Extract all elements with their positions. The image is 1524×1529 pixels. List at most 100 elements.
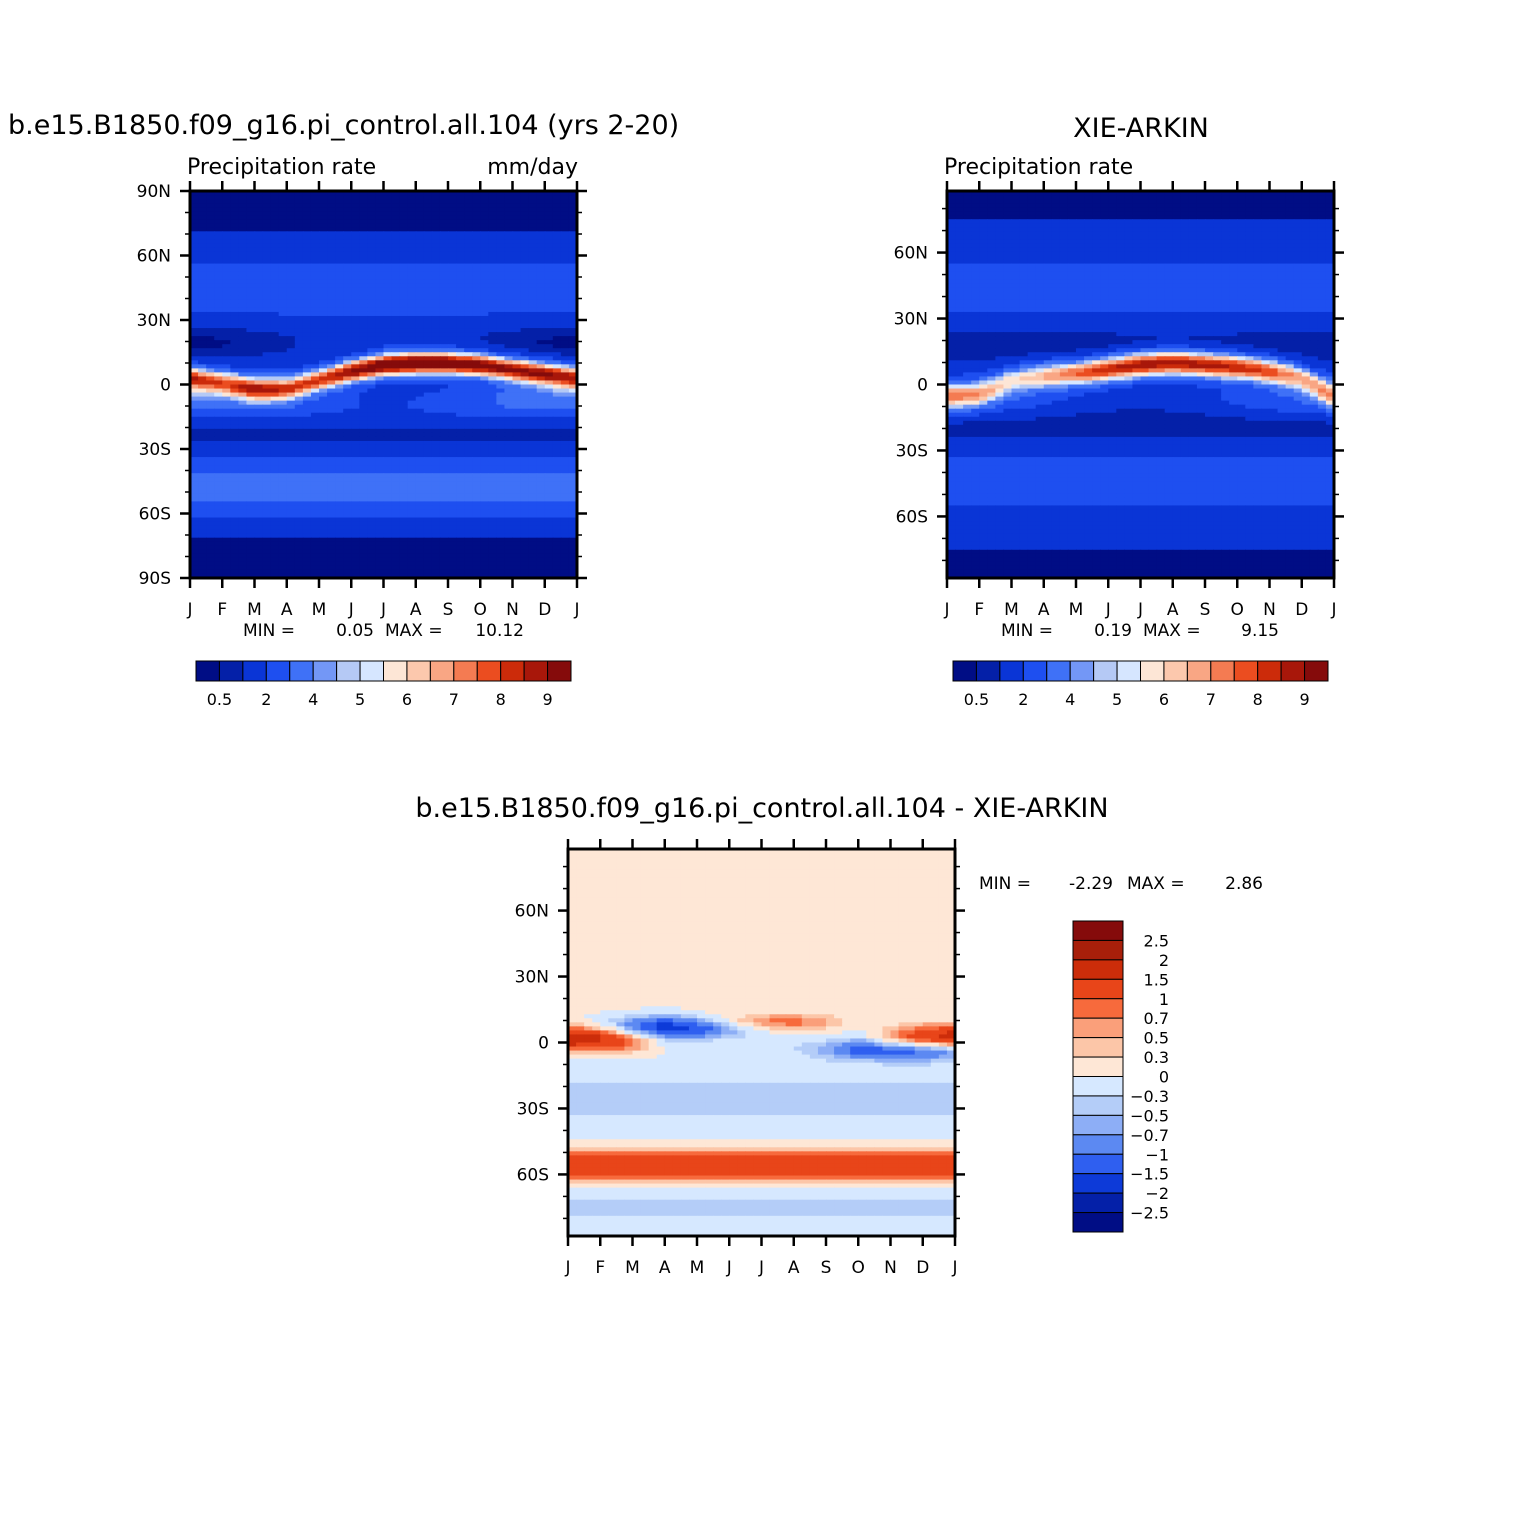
panel1-cell — [537, 288, 546, 293]
panel1-cell — [480, 505, 489, 510]
panel1-cell — [432, 364, 441, 369]
panel1-cell — [255, 276, 264, 281]
panel1-cell — [424, 223, 433, 228]
panel1-cell — [521, 219, 530, 224]
panel1-cell — [255, 215, 264, 220]
panel1-cell — [271, 429, 280, 434]
panel1-cell — [537, 352, 546, 357]
panel1-cell — [206, 223, 215, 228]
panel1-cell — [319, 425, 328, 430]
panel1-cell — [359, 215, 368, 220]
panel2-cell — [1165, 207, 1174, 212]
panel1-cell — [464, 509, 473, 514]
panel1-cell — [214, 530, 223, 535]
panel1-cell — [432, 223, 441, 228]
panel1-cell — [432, 457, 441, 462]
panel1-cell — [448, 300, 457, 305]
panel1-cell — [448, 453, 457, 458]
panel1-cell — [448, 550, 457, 555]
panel1-cell — [263, 518, 272, 523]
panel1-cell — [545, 231, 554, 236]
panel1-cell — [375, 473, 384, 478]
panel1-cell — [263, 215, 272, 220]
panel1-cell — [521, 501, 530, 506]
panel1-cell — [408, 211, 417, 216]
panel1-cell — [327, 409, 336, 414]
panel1-cell — [561, 247, 570, 252]
panel1-cell — [496, 457, 505, 462]
panel1-cell — [319, 497, 328, 502]
panel1-cell — [327, 316, 336, 321]
panel1-cell — [448, 413, 457, 418]
panel1-cell — [392, 509, 401, 514]
panel1-cell — [198, 348, 207, 353]
panel1-cell — [424, 304, 433, 309]
panel1-cell — [279, 530, 288, 535]
panel1-cell — [319, 207, 328, 212]
panel1-cell — [335, 570, 344, 575]
panel1-cell — [303, 469, 312, 474]
panel1-cell — [351, 364, 360, 369]
panel1-cell — [513, 558, 522, 563]
panel1-cell — [335, 380, 344, 385]
panel1-cell — [440, 247, 449, 252]
panel1-cell — [424, 380, 433, 385]
panel2-cell — [1068, 207, 1077, 212]
panel1-cell — [464, 320, 473, 325]
panel1-cell — [246, 417, 255, 422]
panel1-cell — [375, 376, 384, 381]
panel1-cell — [367, 231, 376, 236]
panel1-cell — [400, 481, 409, 486]
panel1-cell — [448, 231, 457, 236]
panel1-cell — [335, 397, 344, 402]
panel1-cell — [432, 526, 441, 531]
panel1-cell — [464, 409, 473, 414]
panel1-cell — [384, 227, 393, 232]
panel1-cell — [488, 235, 497, 240]
panel1-cell — [214, 546, 223, 551]
panel1-cell — [319, 336, 328, 341]
panel1-cell — [400, 505, 409, 510]
panel1-cell — [375, 457, 384, 462]
panel1-cell — [529, 449, 538, 454]
panel1-cell — [367, 425, 376, 430]
panel1-cell — [295, 550, 304, 555]
panel2-cell — [1108, 211, 1117, 216]
panel1-cell — [553, 385, 562, 390]
panel1-cell — [238, 235, 247, 240]
panel1-cell — [464, 324, 473, 329]
panel1-cell — [456, 429, 465, 434]
panel1-cell — [448, 336, 457, 341]
panel1-cell — [408, 558, 417, 563]
panel1-cell — [279, 340, 288, 345]
panel1-cell — [287, 316, 296, 321]
panel1-cell — [384, 389, 393, 394]
panel1-cell — [448, 328, 457, 333]
panel1-cell — [537, 312, 546, 317]
panel2-cell — [1116, 203, 1125, 208]
panel1-cell — [432, 280, 441, 285]
panel1-cell — [295, 272, 304, 277]
panel1-cell — [392, 401, 401, 406]
panel1-cell — [392, 425, 401, 430]
panel1-cell — [238, 546, 247, 551]
panel1-cell — [384, 376, 393, 381]
panel1-cell — [384, 421, 393, 426]
panel1-cell — [206, 356, 215, 361]
panel1-cell — [488, 409, 497, 414]
panel1-cell — [440, 417, 449, 422]
panel1-cell — [255, 380, 264, 385]
panel1-cell — [513, 340, 522, 345]
panel1-cell — [238, 296, 247, 301]
panel1-cell — [198, 542, 207, 547]
panel1-cell — [222, 352, 231, 357]
panel1-cell — [408, 296, 417, 301]
panel1-cell — [440, 352, 449, 357]
panel1-cell — [351, 401, 360, 406]
panel1-cell — [206, 526, 215, 531]
panel1-cell — [504, 566, 513, 571]
panel1-cell — [513, 493, 522, 498]
panel1-cell — [335, 231, 344, 236]
panel1-cell — [464, 397, 473, 402]
panel1-cell — [496, 247, 505, 252]
